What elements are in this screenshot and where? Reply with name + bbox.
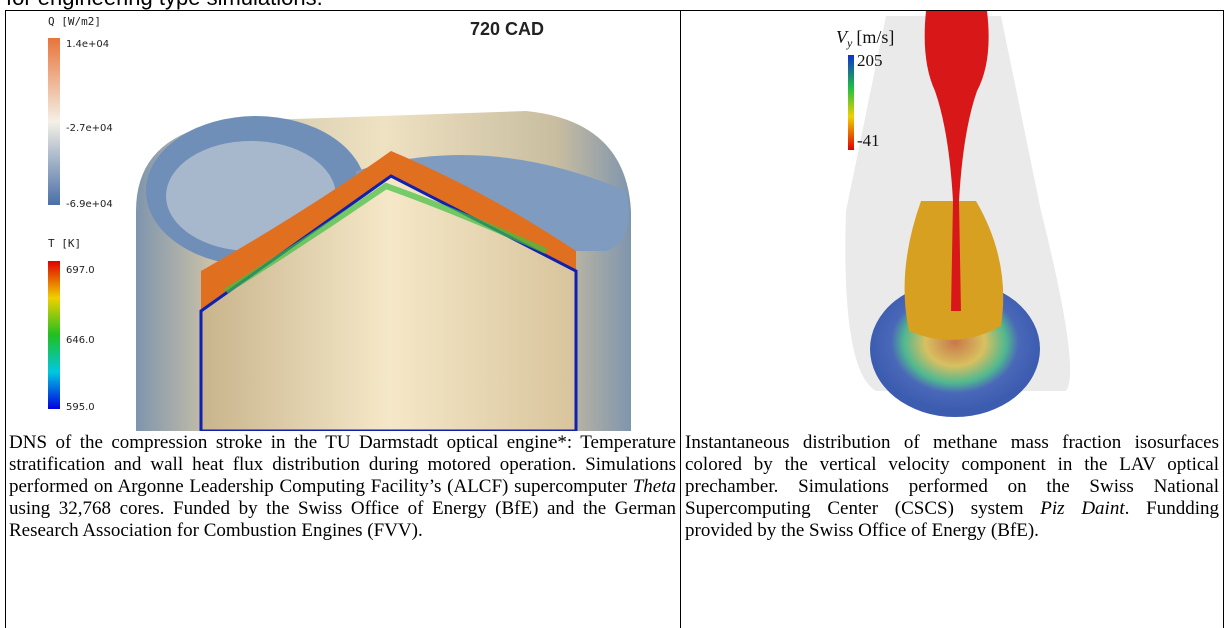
prechamber-figure: Vy[m/s] 205 -41 — [681, 11, 1223, 431]
figure-title: 720 CAD — [470, 19, 544, 39]
colorbar — [48, 38, 60, 205]
table-border — [1223, 10, 1224, 628]
caption-italic: Piz Daint — [1040, 498, 1124, 519]
caption-italic: Theta — [633, 476, 676, 497]
engine-figure: Q [W/m2] 1.4e+04 -2.7e+04 -6.9e+04 T [K]… — [6, 11, 680, 431]
colorbar — [848, 55, 854, 150]
colorbar-tick: 205 — [857, 51, 883, 70]
colorbar-tick: -2.7e+04 — [66, 123, 113, 134]
colorbar-tick: 595.0 — [66, 402, 95, 413]
caption: DNS of the compression stroke in the TU … — [9, 432, 676, 542]
colorbar-unit: [m/s] — [856, 27, 894, 47]
colorbar-tick: -41 — [857, 131, 880, 150]
colorbar-tick: 646.0 — [66, 335, 95, 346]
colorbar — [48, 261, 60, 409]
caption-text: using 32,768 cores. Funded by the Swiss … — [9, 498, 676, 541]
caption: Instantaneous distribution of methane ma… — [685, 432, 1219, 542]
colorbar-tick: 697.0 — [66, 265, 95, 276]
colorbar-tick: 1.4e+04 — [66, 39, 109, 50]
page: for engineering type simulations. Q [W/m… — [0, 0, 1228, 628]
colorbar-subscript: y — [846, 36, 853, 50]
colorbar-label: Q [W/m2] — [48, 15, 101, 28]
caption-text: DNS of the compression stroke in the TU … — [9, 432, 676, 497]
colorbar-tick: -6.9e+04 — [66, 199, 113, 210]
colorbar-label: Vy[m/s] — [836, 27, 894, 50]
colorbar-label: T [K] — [48, 237, 81, 250]
